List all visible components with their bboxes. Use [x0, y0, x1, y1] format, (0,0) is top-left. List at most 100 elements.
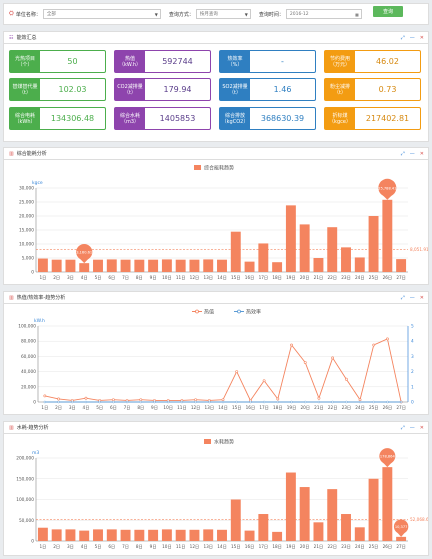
series-point-efficiency: [125, 400, 129, 404]
y-tick-label: 60,000: [21, 354, 36, 360]
card-label-name: SO2减排量: [222, 83, 248, 90]
bar: [285, 472, 296, 541]
summary-title-text: 能效汇总: [16, 35, 37, 41]
legend-label: 综合能耗趋势: [204, 165, 234, 172]
bar: [134, 529, 145, 541]
x-tick-label: 23日: [341, 544, 351, 550]
series-point-efficiency: [84, 400, 88, 404]
y-tick-label: 25,000: [19, 200, 34, 206]
close-icon[interactable]: ✕: [419, 151, 424, 157]
series-point-efficiency: [372, 400, 375, 404]
x-tick-label: 4日: [81, 275, 88, 281]
x-tick-label: 8日: [136, 544, 143, 550]
max-marker-label: 178,864: [380, 455, 396, 459]
bar: [354, 527, 365, 541]
expand-icon[interactable]: ⤢: [400, 425, 405, 431]
card-label: 粉尘减排 （t）: [325, 79, 355, 100]
legend-label: 热值: [204, 309, 214, 316]
card-value: 217402.81: [365, 114, 410, 123]
y-tick-label: 0: [31, 270, 34, 276]
minimize-icon[interactable]: —: [409, 425, 415, 431]
close-icon[interactable]: ✕: [419, 425, 424, 431]
series-point-efficiency: [303, 400, 307, 404]
close-icon[interactable]: ✕: [419, 295, 424, 301]
x-tick-label: 2日: [55, 405, 62, 411]
mode-select[interactable]: 按月查询 ▼: [195, 9, 251, 19]
close-icon[interactable]: ✕: [419, 35, 424, 41]
x-tick-label: 14日: [217, 275, 227, 281]
unit-select[interactable]: 全部 ▼: [42, 9, 161, 19]
bar: [106, 259, 117, 272]
x-tick-label: 20日: [300, 405, 310, 411]
bar: [203, 259, 214, 272]
card-label-name: 替煤替代量: [12, 83, 38, 90]
minimize-icon[interactable]: —: [409, 35, 415, 41]
card-label-name: 热值: [124, 55, 135, 62]
bar: [258, 514, 269, 541]
heat-line-chart: 热值 热效率 kW.h 0 20,000 40,000 60,000 80,000 100,00…: [18, 309, 414, 412]
energy-chart-panel: ▥ 综合能耗分析 ⤢ — ✕ 综合能耗趋势 kgce 0 5,000 10,000 15,00…: [3, 147, 429, 285]
bar: [79, 263, 90, 272]
calendar-icon[interactable]: ▦: [355, 12, 359, 17]
x-tick-label: 15日: [232, 405, 242, 411]
x-tick-label: 11日: [177, 405, 187, 411]
series-point-heat: [111, 398, 115, 402]
x-tick-label: 21日: [314, 544, 324, 550]
panel-controls: ⤢ — ✕: [401, 35, 424, 41]
expand-icon[interactable]: ⤢: [400, 151, 405, 157]
y-tick-label: 200,000: [16, 456, 34, 462]
series-point-efficiency: [358, 400, 362, 404]
card-label: 综合电耗 （kWh）: [10, 108, 40, 129]
x-tick-label: 12日: [191, 405, 201, 411]
bar: [396, 536, 407, 541]
series-point-efficiency: [262, 400, 266, 404]
panel-controls: ⤢ — ✕: [401, 425, 424, 431]
card-value: 46.02: [376, 57, 399, 66]
card-label-unit: （kW.h）: [118, 61, 142, 68]
x-tick-label: 1日: [41, 405, 48, 411]
query-button[interactable]: 查询: [373, 6, 403, 17]
x-tick-label: 20日: [300, 544, 310, 550]
x-tick-label: 18日: [272, 544, 282, 550]
bar: [244, 261, 255, 272]
y-tick-label: 40,000: [21, 369, 36, 375]
y-tick-label: 0: [31, 539, 34, 545]
x-tick-label: 26日: [383, 544, 393, 550]
legend-swatch: [204, 439, 211, 444]
card-label-name: 综合水耗: [119, 112, 140, 119]
x-tick-label: 10日: [162, 275, 172, 281]
x-tick-label: 27日: [396, 405, 406, 411]
y-tick-label: 20,000: [19, 214, 34, 220]
x-tick-label: 18日: [272, 275, 282, 281]
x-tick-label: 16日: [245, 275, 255, 281]
card-label-unit: （t）: [229, 89, 241, 96]
expand-icon[interactable]: ⤢: [400, 35, 405, 41]
y-tick-label: 100,000: [18, 324, 36, 330]
series-point-efficiency: [290, 400, 293, 404]
card-label: 节约费用 （万元）: [325, 51, 355, 72]
minimize-icon[interactable]: —: [409, 295, 415, 301]
minimize-icon[interactable]: —: [409, 151, 415, 157]
query-button-label: 查询: [382, 9, 393, 15]
summary-card: 粉尘减排 （t） 0.73: [324, 78, 421, 101]
x-tick-label: 18日: [273, 405, 283, 411]
bar: [65, 259, 76, 272]
x-tick-label: 15日: [231, 275, 241, 281]
org-icon: ⛭: [9, 10, 14, 17]
x-tick-label: 23日: [342, 405, 352, 411]
card-label: 光热项目 （个）: [10, 51, 40, 72]
max-marker: [378, 178, 397, 197]
x-tick-label: 14日: [218, 405, 228, 411]
card-label-unit: （kWh）: [14, 118, 36, 125]
bar: [230, 499, 241, 541]
time-input[interactable]: 2016-12 ▦: [285, 9, 362, 19]
card-value: 1.46: [273, 85, 292, 94]
x-tick-label: 16日: [246, 405, 256, 411]
series-point-heat: [358, 398, 362, 402]
bar: [161, 259, 172, 272]
bar: [37, 258, 48, 272]
summary-card: 综合电耗 （kWh） 134306.48: [9, 107, 106, 130]
expand-icon[interactable]: ⤢: [400, 295, 405, 301]
panel-controls: ⤢ — ✕: [401, 151, 424, 157]
card-label-unit: （万元）: [329, 61, 350, 68]
